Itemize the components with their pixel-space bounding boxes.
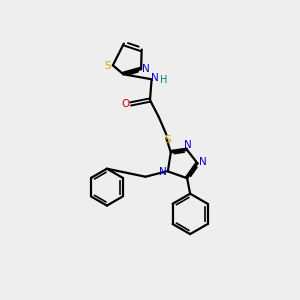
Text: N: N [159,167,167,177]
Text: N: N [184,140,192,150]
Text: S: S [104,61,111,71]
Text: N: N [199,158,207,167]
Text: N: N [152,74,159,83]
Text: O: O [121,99,130,109]
Text: S: S [164,135,171,145]
Text: H: H [160,75,168,85]
Text: N: N [142,64,150,74]
